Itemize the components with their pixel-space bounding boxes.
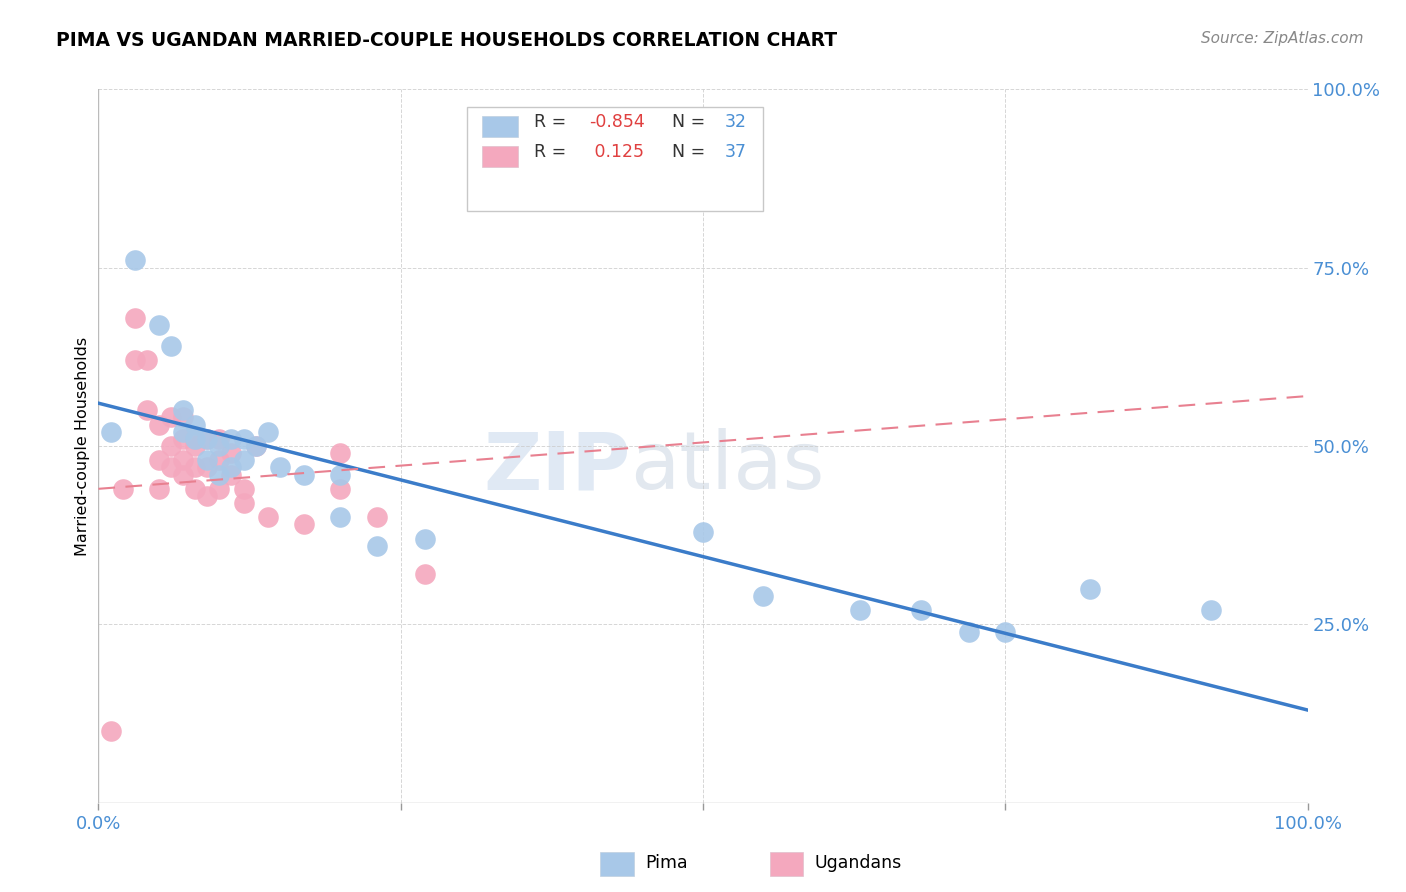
Point <box>100 724 122 739</box>
Point <box>1199 603 1222 617</box>
Point <box>329 467 352 482</box>
Point <box>256 425 278 439</box>
Point <box>195 460 218 475</box>
Point <box>366 510 388 524</box>
Point <box>413 567 436 582</box>
Point <box>172 432 194 446</box>
Point <box>849 603 872 617</box>
Text: 0.125: 0.125 <box>589 143 644 161</box>
FancyBboxPatch shape <box>467 107 763 211</box>
Point <box>172 410 194 425</box>
Point <box>208 432 231 446</box>
Point <box>221 467 243 482</box>
Point <box>692 524 714 539</box>
Point <box>124 353 146 368</box>
Point <box>413 532 436 546</box>
Text: atlas: atlas <box>630 428 825 507</box>
Point <box>957 624 980 639</box>
Point <box>100 425 122 439</box>
Point <box>135 403 157 417</box>
Point <box>148 417 170 432</box>
Point <box>195 453 218 467</box>
Point <box>135 353 157 368</box>
Point <box>292 517 315 532</box>
FancyBboxPatch shape <box>769 852 803 876</box>
FancyBboxPatch shape <box>482 145 517 167</box>
Point <box>329 510 352 524</box>
Point <box>329 446 352 460</box>
Point <box>184 432 207 446</box>
Point <box>160 460 183 475</box>
Point <box>256 510 278 524</box>
Point <box>269 460 291 475</box>
Text: 32: 32 <box>724 113 747 131</box>
Point <box>160 439 183 453</box>
Point <box>232 432 254 446</box>
Point <box>160 339 183 353</box>
Point <box>208 453 231 467</box>
Point <box>172 403 194 417</box>
Point <box>208 482 231 496</box>
Text: N =: N = <box>661 113 710 131</box>
Text: Pima: Pima <box>645 855 688 872</box>
Point <box>208 467 231 482</box>
Point <box>232 496 254 510</box>
Text: R =: R = <box>534 113 571 131</box>
Point <box>160 410 183 425</box>
Point <box>366 539 388 553</box>
FancyBboxPatch shape <box>482 116 517 137</box>
Point <box>184 482 207 496</box>
Text: R =: R = <box>534 143 571 161</box>
Point <box>994 624 1017 639</box>
Text: -0.854: -0.854 <box>589 113 645 131</box>
Point <box>1078 582 1101 596</box>
Point <box>752 589 775 603</box>
Point <box>148 318 170 332</box>
Point <box>910 603 932 617</box>
Point <box>245 439 267 453</box>
Point <box>111 482 134 496</box>
Point <box>184 432 207 446</box>
Text: 37: 37 <box>724 143 747 161</box>
Text: N =: N = <box>661 143 710 161</box>
Point <box>195 432 218 446</box>
Point <box>195 489 218 503</box>
Point <box>292 467 315 482</box>
Point <box>172 425 194 439</box>
Point <box>232 482 254 496</box>
Y-axis label: Married-couple Households: Married-couple Households <box>75 336 90 556</box>
Point <box>208 439 231 453</box>
Point <box>184 417 207 432</box>
Point <box>172 453 194 467</box>
Point <box>184 439 207 453</box>
Text: Source: ZipAtlas.com: Source: ZipAtlas.com <box>1201 31 1364 46</box>
Point <box>124 310 146 325</box>
Point <box>221 460 243 475</box>
Point <box>221 446 243 460</box>
Text: ZIP: ZIP <box>484 428 630 507</box>
Point <box>148 453 170 467</box>
Point <box>172 467 194 482</box>
Text: Ugandans: Ugandans <box>814 855 901 872</box>
Point <box>329 482 352 496</box>
Text: PIMA VS UGANDAN MARRIED-COUPLE HOUSEHOLDS CORRELATION CHART: PIMA VS UGANDAN MARRIED-COUPLE HOUSEHOLD… <box>56 31 838 50</box>
Point <box>195 432 218 446</box>
FancyBboxPatch shape <box>600 852 634 876</box>
Point <box>245 439 267 453</box>
Point <box>221 432 243 446</box>
Point <box>232 453 254 467</box>
Point <box>124 253 146 268</box>
Point <box>184 460 207 475</box>
Point <box>148 482 170 496</box>
